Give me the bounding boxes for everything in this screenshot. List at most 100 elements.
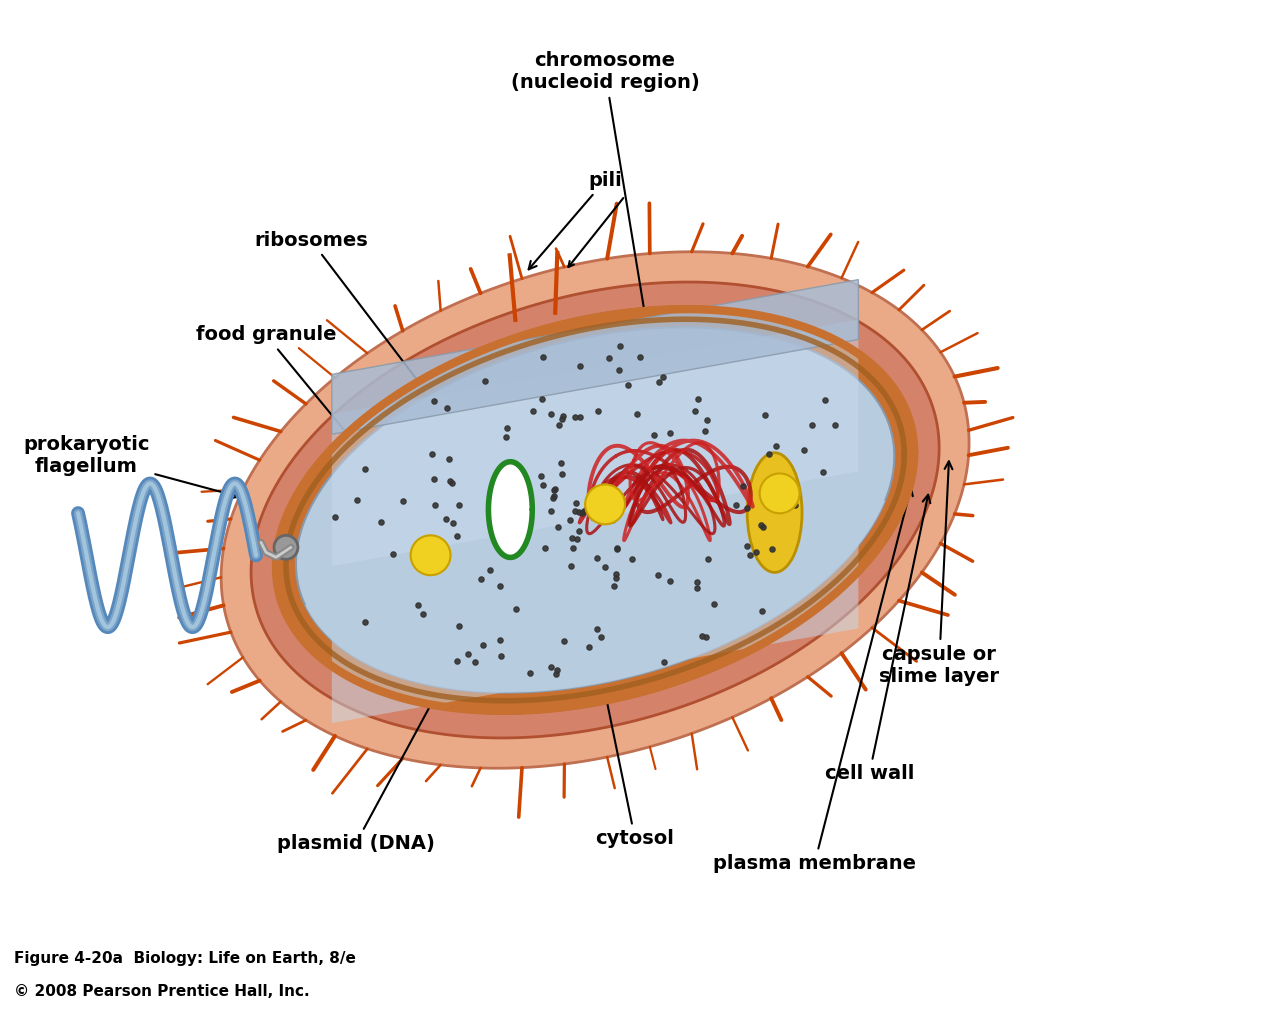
- Point: [532, 391, 552, 407]
- Point: [704, 596, 725, 612]
- Point: [409, 597, 429, 613]
- Point: [491, 648, 511, 665]
- Point: [763, 541, 783, 558]
- Text: capsule or
slime layer: capsule or slime layer: [879, 462, 999, 686]
- Point: [812, 465, 832, 481]
- Point: [648, 567, 669, 583]
- Polygon shape: [296, 327, 895, 693]
- Point: [438, 400, 458, 416]
- Point: [533, 349, 553, 366]
- Point: [784, 497, 805, 513]
- Point: [490, 632, 510, 648]
- Point: [547, 663, 567, 679]
- Point: [471, 571, 491, 587]
- Text: food granule: food granule: [195, 325, 428, 531]
- Point: [766, 437, 787, 453]
- Circle shape: [274, 535, 298, 560]
- Point: [541, 659, 561, 675]
- Point: [447, 528, 467, 544]
- Point: [726, 497, 746, 513]
- Point: [569, 522, 589, 538]
- Point: [802, 416, 822, 432]
- Point: [609, 337, 629, 354]
- Polygon shape: [331, 280, 858, 434]
- Text: prokaryotic
flagellum: prokaryotic flagellum: [23, 435, 239, 498]
- Point: [697, 412, 717, 428]
- Point: [599, 350, 619, 367]
- Polygon shape: [221, 251, 970, 769]
- Point: [604, 578, 624, 594]
- Text: chromosome
(nucleoid region): chromosome (nucleoid region): [510, 52, 699, 462]
- Point: [541, 503, 561, 519]
- Point: [530, 468, 551, 484]
- Point: [605, 571, 626, 587]
- Point: [618, 377, 638, 393]
- Point: [472, 636, 492, 652]
- Point: [562, 530, 582, 546]
- Point: [552, 467, 572, 483]
- Text: cytosol: cytosol: [584, 600, 674, 848]
- Point: [737, 538, 758, 554]
- Point: [425, 497, 445, 513]
- Point: [654, 369, 674, 385]
- Point: [737, 500, 758, 516]
- Point: [825, 416, 845, 432]
- Point: [523, 403, 543, 419]
- Point: [608, 540, 628, 557]
- Point: [544, 482, 565, 498]
- Point: [443, 515, 463, 531]
- Point: [567, 531, 588, 547]
- Circle shape: [760, 474, 799, 513]
- Point: [586, 621, 607, 637]
- Point: [746, 543, 766, 560]
- Point: [654, 653, 674, 670]
- Point: [754, 518, 774, 534]
- Point: [423, 537, 443, 553]
- Point: [815, 392, 835, 408]
- Point: [424, 472, 444, 488]
- Point: [561, 558, 581, 574]
- Point: [490, 578, 510, 594]
- Point: [551, 454, 571, 471]
- Point: [553, 632, 574, 648]
- Polygon shape: [251, 282, 939, 738]
- Point: [354, 614, 374, 630]
- Polygon shape: [331, 319, 858, 723]
- Point: [546, 666, 566, 682]
- Point: [449, 618, 470, 634]
- Text: plasmid (DNA): plasmid (DNA): [277, 562, 508, 853]
- Point: [579, 638, 599, 654]
- Polygon shape: [275, 307, 914, 713]
- Point: [383, 545, 404, 562]
- Point: [750, 517, 770, 533]
- Point: [442, 475, 462, 491]
- Point: [695, 629, 716, 645]
- Point: [549, 416, 570, 432]
- Point: [609, 363, 629, 379]
- Point: [754, 493, 774, 509]
- Point: [660, 425, 680, 441]
- Point: [355, 461, 376, 477]
- Point: [548, 519, 569, 535]
- Point: [426, 551, 447, 568]
- Point: [760, 480, 780, 496]
- Point: [629, 349, 650, 366]
- Point: [439, 450, 459, 467]
- Point: [325, 509, 345, 525]
- Point: [565, 409, 585, 425]
- Point: [565, 503, 585, 519]
- Point: [533, 478, 553, 494]
- Point: [566, 495, 586, 511]
- Point: [692, 627, 712, 643]
- Point: [698, 550, 718, 567]
- Point: [480, 563, 500, 579]
- Polygon shape: [306, 472, 884, 693]
- Point: [449, 497, 470, 513]
- Point: [688, 391, 708, 407]
- Point: [475, 373, 495, 389]
- Text: ribosomes: ribosomes: [254, 230, 472, 452]
- Point: [496, 419, 516, 435]
- Point: [685, 403, 706, 419]
- Point: [595, 560, 615, 576]
- Point: [543, 490, 563, 506]
